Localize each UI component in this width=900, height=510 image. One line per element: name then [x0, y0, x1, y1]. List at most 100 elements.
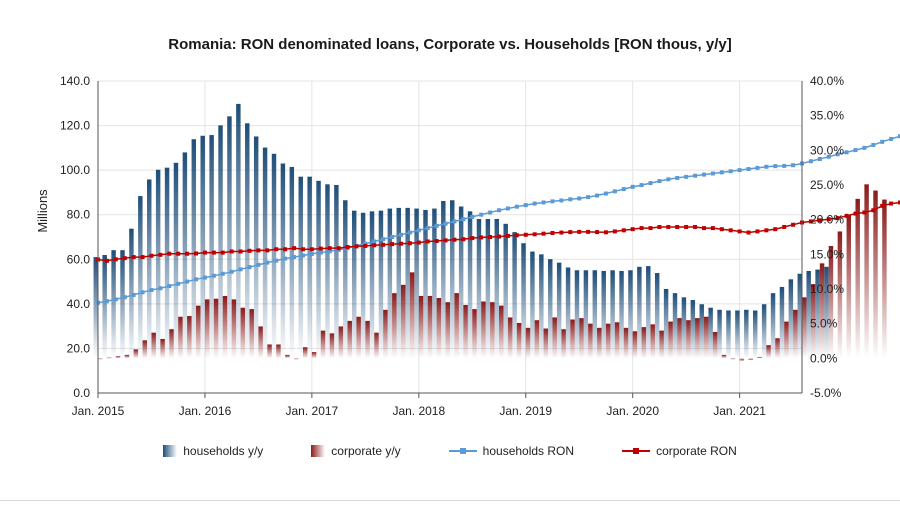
bar-corporate-y-y: [383, 309, 388, 359]
bar-households-y-y: [708, 307, 713, 359]
marker-households-ron: [612, 189, 617, 194]
bar-households-y-y: [663, 289, 669, 359]
marker-corporate-ron: [835, 216, 840, 221]
bar-households-y-y: [253, 136, 259, 359]
bar-corporate-y-y: [552, 317, 557, 359]
marker-households-ron: [719, 170, 724, 175]
bar-corporate-y-y: [106, 357, 112, 359]
marker-corporate-ron: [826, 217, 831, 222]
marker-households-ron: [292, 255, 297, 260]
marker-households-ron: [532, 201, 537, 206]
marker-corporate-ron: [764, 228, 769, 233]
marker-households-ron: [773, 164, 778, 169]
marker-households-ron: [844, 150, 849, 155]
marker-households-ron: [550, 199, 555, 204]
bar-households-y-y: [512, 232, 517, 359]
bar-households-y-y: [726, 310, 731, 359]
marker-corporate-ron: [541, 231, 546, 236]
legend-item-households-ron: households RON: [448, 444, 575, 458]
bar-corporate-y-y: [882, 199, 887, 359]
marker-households-ron: [764, 164, 769, 169]
bar-corporate-y-y: [641, 327, 647, 359]
bars-layer: [93, 103, 887, 361]
marker-corporate-ron: [211, 250, 216, 255]
marker-households-ron: [220, 271, 225, 276]
marker-households-ron: [158, 286, 163, 291]
bar-households-y-y: [485, 218, 491, 359]
y-axis-title: Millions: [35, 189, 50, 233]
bar-households-y-y: [592, 270, 598, 359]
y-tick-left-label: 80.0: [67, 208, 91, 222]
marker-households-ron: [639, 183, 644, 188]
bar-corporate-y-y: [766, 345, 771, 359]
bar-corporate-y-y: [516, 322, 522, 359]
marker-households-ron: [461, 217, 466, 222]
marker-households-ron: [300, 253, 305, 258]
bar-corporate-y-y: [142, 340, 148, 359]
y-tick-left-label: 140.0: [60, 74, 90, 88]
marker-corporate-ron: [603, 230, 608, 235]
y-tick-right-label: 0.0%: [810, 351, 838, 365]
marker-corporate-ron: [889, 201, 894, 206]
marker-corporate-ron: [844, 213, 849, 218]
marker-corporate-ron: [791, 222, 796, 227]
bar-corporate-y-y: [178, 316, 183, 359]
marker-households-ron: [603, 191, 608, 196]
bar-households-y-y: [102, 255, 107, 359]
bar-households-y-y: [334, 185, 339, 359]
marker-corporate-ron: [710, 226, 715, 231]
bar-corporate-y-y: [160, 338, 165, 359]
bar-corporate-y-y: [374, 332, 379, 359]
marker-households-ron: [470, 214, 475, 219]
marker-corporate-ron: [372, 243, 377, 248]
marker-households-ron: [140, 290, 145, 295]
marker-corporate-ron: [514, 233, 519, 238]
bar-households-y-y: [752, 310, 758, 359]
marker-corporate-ron: [505, 233, 510, 238]
marker-households-ron: [514, 204, 519, 209]
marker-households-ron: [630, 184, 635, 189]
marker-corporate-ron: [140, 255, 145, 260]
marker-households-ron: [505, 206, 510, 211]
marker-households-ron: [577, 196, 582, 201]
bar-corporate-y-y: [668, 321, 673, 359]
bar-households-y-y: [574, 270, 580, 359]
marker-households-ron: [889, 136, 894, 141]
marker-corporate-ron: [853, 211, 858, 216]
marker-households-ron: [407, 230, 412, 235]
marker-households-ron: [363, 241, 368, 246]
marker-corporate-ron: [693, 224, 698, 229]
bar-corporate-y-y: [356, 316, 361, 359]
marker-corporate-ron: [185, 251, 190, 256]
marker-households-ron: [675, 175, 680, 180]
legend-label-corporate-ron: corporate RON: [656, 444, 737, 458]
bar-corporate-y-y: [525, 327, 531, 359]
marker-corporate-ron: [630, 227, 635, 232]
marker-corporate-ron: [550, 230, 555, 235]
marker-households-ron: [701, 172, 706, 177]
bar-households-y-y: [637, 266, 642, 359]
marker-corporate-ron: [701, 226, 706, 231]
bar-households-y-y: [423, 209, 428, 359]
legend-label-households-ron: households RON: [482, 444, 575, 458]
bar-corporate-y-y: [98, 358, 103, 360]
marker-households-ron: [898, 134, 900, 139]
bar-corporate-y-y: [802, 297, 807, 359]
bar-households-y-y: [155, 169, 161, 359]
marker-corporate-ron: [202, 250, 207, 255]
marker-corporate-ron: [381, 242, 386, 247]
bar-corporate-y-y: [436, 298, 442, 359]
marker-corporate-ron: [675, 224, 680, 229]
bar-corporate-y-y: [730, 358, 736, 360]
marker-corporate-ron: [621, 228, 626, 233]
bar-corporate-y-y: [588, 323, 593, 359]
bar-households-y-y: [672, 293, 678, 359]
marker-households-ron: [104, 299, 109, 304]
bar-households-y-y: [191, 139, 197, 359]
bar-households-y-y: [405, 207, 410, 359]
marker-households-ron: [693, 173, 698, 178]
legend-swatch-corporate-yy: [311, 445, 326, 457]
marker-households-ron: [202, 275, 207, 280]
bar-households-y-y: [530, 251, 535, 359]
marker-corporate-ron: [247, 248, 252, 253]
